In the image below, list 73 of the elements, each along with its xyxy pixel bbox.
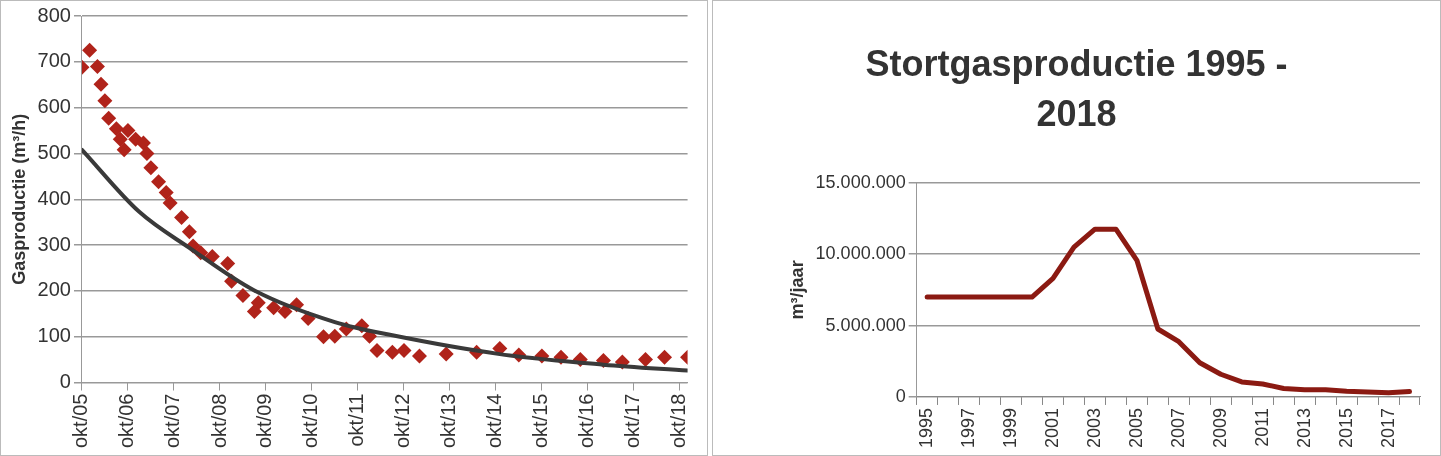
x-tick-label: okt/10 <box>299 393 322 448</box>
point <box>89 58 105 74</box>
point <box>657 349 673 365</box>
x-tick-label: 2007 <box>1167 407 1188 448</box>
x-tick-label: okt/17 <box>621 393 644 448</box>
y-tick-label: 800 <box>37 3 71 26</box>
y-tick-label: 100 <box>37 324 71 347</box>
x-tick-label: okt/18 <box>667 393 690 448</box>
x-tick-label: okt/12 <box>391 393 414 448</box>
x-tick-label: 1995 <box>916 407 937 448</box>
point <box>143 160 159 176</box>
y-tick-label: 5.000.000 <box>825 314 906 335</box>
point <box>181 224 197 240</box>
point <box>151 174 167 190</box>
y-tick-label: 300 <box>37 232 71 255</box>
point <box>396 342 412 358</box>
point <box>108 121 124 137</box>
x-tick-label: okt/11 <box>345 393 368 447</box>
x-tick-label: 2003 <box>1083 407 1104 448</box>
y-axis-title: Gasproductie (m³/h) <box>8 113 29 285</box>
x-tick-label: 2013 <box>1293 407 1314 448</box>
x-tick-label: 1999 <box>1000 407 1021 448</box>
x-tick-label: okt/05 <box>69 393 92 448</box>
point <box>97 93 113 109</box>
x-tick-label: okt/13 <box>437 393 460 448</box>
y-tick-label: 0 <box>59 370 71 393</box>
x-tick-label: okt/14 <box>483 393 506 448</box>
x-tick-label: 2017 <box>1377 407 1398 448</box>
point <box>116 142 132 158</box>
x-tick-label: okt/16 <box>575 393 598 448</box>
y-tick-label: 500 <box>37 140 71 163</box>
point <box>638 352 654 368</box>
y-tick-label: 10.000.000 <box>815 243 906 264</box>
point <box>235 287 251 303</box>
chart-title: Stortgasproductie 1995 - 2018 <box>864 42 1289 136</box>
point <box>158 184 174 200</box>
y-tick-label: 200 <box>37 278 71 301</box>
x-tick-label: okt/15 <box>529 393 552 448</box>
y-tick-label: 700 <box>37 49 71 72</box>
point <box>266 300 282 316</box>
point <box>384 344 400 360</box>
point <box>82 42 98 58</box>
y-tick-label: 600 <box>37 95 71 118</box>
x-tick-label: 1997 <box>958 407 979 448</box>
y-tick-label: 15.000.000 <box>815 171 906 192</box>
x-tick-label: okt/09 <box>253 393 276 448</box>
point <box>101 110 117 126</box>
point <box>120 123 136 139</box>
x-tick-label: 2015 <box>1335 407 1356 448</box>
point <box>135 135 151 151</box>
x-tick-label: 2011 <box>1251 407 1272 447</box>
point <box>316 329 332 345</box>
y-tick-label: 0 <box>895 385 906 406</box>
x-tick-label: okt/06 <box>115 393 138 448</box>
point <box>112 131 128 147</box>
x-tick-label: 2005 <box>1125 407 1146 448</box>
y-tick-label: 400 <box>37 186 71 209</box>
point <box>438 346 454 362</box>
x-tick-label: 2009 <box>1209 407 1230 448</box>
point <box>327 328 343 344</box>
x-tick-label: 2001 <box>1041 407 1062 448</box>
point <box>411 348 427 364</box>
point <box>250 295 266 311</box>
point <box>369 342 385 358</box>
point <box>162 195 178 211</box>
point <box>93 76 109 92</box>
point <box>139 145 155 161</box>
point <box>277 304 293 320</box>
point <box>220 255 236 271</box>
x-tick-label: okt/07 <box>161 393 184 448</box>
point <box>174 210 190 226</box>
x-tick-label: okt/08 <box>207 393 230 448</box>
y-axis-title: m³/jaar <box>786 260 807 320</box>
